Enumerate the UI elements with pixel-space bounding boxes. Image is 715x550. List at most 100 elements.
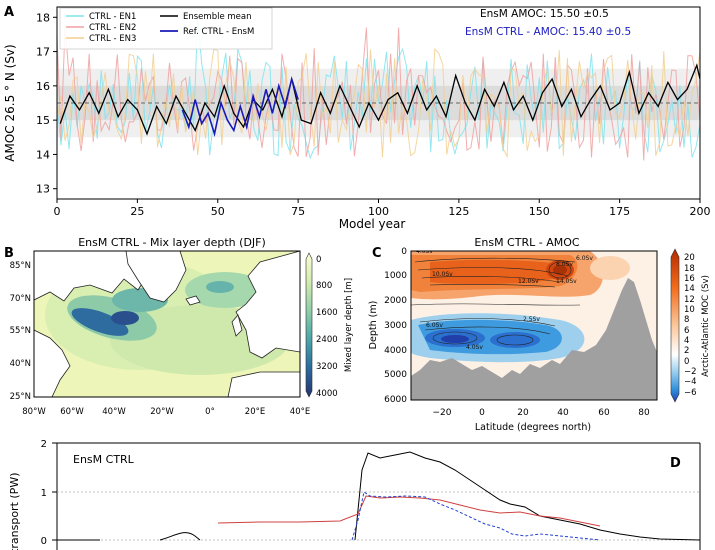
reference-segment-series <box>181 75 299 138</box>
amoc-annotation: EnsM AMOC: 15.50 ±0.5 <box>480 8 609 20</box>
panel-a-xlabel: Model year <box>339 217 406 231</box>
y-tick-label: 18 <box>36 11 50 24</box>
panel-a-axes: 0 25 50 75 100 125 150 175 200 13 14 15 16 17 18 <box>36 11 711 218</box>
svg-text:55°N: 55°N <box>10 326 31 336</box>
ensemble-member-lines <box>57 17 700 161</box>
lon-labels: 80°W 60°W 40°W 20°W 0° 20°E 40°E <box>22 407 310 417</box>
moc-section: 4.0Sv 6.0Sv 8.0Sv 10.0Sv 12.0Sv 14.0Sv 2… <box>411 248 657 400</box>
mld-colorbar-ticks: 0 800 1600 2400 3200 4000 <box>316 255 338 399</box>
panel-c-ylabel: Depth (m) <box>368 301 379 350</box>
svg-text:0: 0 <box>41 536 47 547</box>
ctrl-amoc-annotation: EnsM CTRL - AMOC: 15.40 ±0.5 <box>465 26 631 38</box>
svg-text:5000: 5000 <box>384 370 407 380</box>
mixed-layer-map <box>34 251 300 397</box>
svg-text:−2: −2 <box>684 367 697 377</box>
panel-b: B EnsM CTRL - Mix layer depth (DJF) 85°N… <box>4 236 354 417</box>
svg-text:80°W: 80°W <box>22 407 46 417</box>
svg-text:40°E: 40°E <box>290 407 310 417</box>
panel-d-label: D <box>670 456 681 471</box>
svg-text:−4: −4 <box>684 377 697 387</box>
svg-text:1600: 1600 <box>316 308 338 318</box>
contour-labels: 4.0Sv 6.0Sv 8.0Sv 10.0Sv 12.0Sv 14.0Sv 2… <box>416 248 593 351</box>
svg-text:80: 80 <box>638 408 650 418</box>
svg-text:8.0Sv: 8.0Sv <box>556 261 573 268</box>
panel-b-frame <box>33 250 301 398</box>
svg-text:40°W: 40°W <box>102 407 126 417</box>
x-tick-label: 150 <box>529 205 550 218</box>
transport-blue <box>351 491 601 541</box>
lat-labels: 85°N 70°N 55°N 40°N 25°N <box>10 261 31 402</box>
svg-text:2.5Sv: 2.5Sv <box>523 316 540 323</box>
x-tick-label: 25 <box>130 205 144 218</box>
svg-text:2: 2 <box>684 346 689 356</box>
mld-colorbar-label: Mixed layer depth [m] <box>344 278 354 372</box>
panel-c-frame <box>410 250 658 401</box>
x-tick-label: 175 <box>609 205 630 218</box>
panel-c-xlabel: Latitude (degrees north) <box>475 422 591 433</box>
panel-a-label: A <box>4 5 14 20</box>
moc-colorbar-ticks: 20 18 16 14 12 10 8 6 4 2 0 −2 −4 −6 <box>684 253 697 398</box>
svg-text:4000: 4000 <box>384 346 407 356</box>
x-tick-label: 75 <box>291 205 305 218</box>
transport-black <box>354 451 701 541</box>
x-tick-label: 50 <box>211 205 225 218</box>
panel-c-label: C <box>372 246 382 261</box>
svg-text:3000: 3000 <box>384 321 407 331</box>
mld-colorbar <box>305 252 313 398</box>
panel-d-ctrl-label: EnsM CTRL <box>73 453 135 466</box>
panel-c: C EnsM CTRL - AMOC <box>368 236 711 433</box>
legend: CTRL - EN1 CTRL - EN2 CTRL - EN3 Ensembl… <box>59 7 273 50</box>
moc-colorbar <box>670 248 680 403</box>
svg-text:800: 800 <box>316 281 332 291</box>
member-series-2 <box>57 27 700 161</box>
legend-label-ref: Ref. CTRL - EnsM <box>183 27 254 37</box>
svg-text:4000: 4000 <box>316 389 338 399</box>
bathymetry <box>411 278 657 400</box>
svg-text:6: 6 <box>684 326 689 336</box>
svg-text:4.0Sv: 4.0Sv <box>466 344 483 351</box>
svg-text:2400: 2400 <box>316 335 338 345</box>
svg-text:6000: 6000 <box>384 395 407 405</box>
svg-text:0: 0 <box>479 408 485 418</box>
svg-text:20°E: 20°E <box>245 407 265 417</box>
y-tick-label: 14 <box>36 148 50 161</box>
y-tick-label: 15 <box>36 114 50 127</box>
latitude-ticks: −20 0 20 40 60 80 <box>433 408 650 418</box>
svg-text:3200: 3200 <box>316 362 338 372</box>
y-tick-label: 13 <box>36 183 50 196</box>
panel-b-label: B <box>4 246 14 261</box>
svg-text:14.0Sv: 14.0Sv <box>556 278 577 285</box>
svg-text:0°: 0° <box>205 407 215 417</box>
svg-text:20: 20 <box>684 253 695 263</box>
depth-ticks: 0 1000 2000 3000 4000 5000 6000 <box>384 247 407 405</box>
y-tick-label: 16 <box>36 80 50 93</box>
svg-text:10.0Sv: 10.0Sv <box>432 271 453 278</box>
svg-text:8: 8 <box>684 315 689 325</box>
svg-text:4: 4 <box>684 336 689 346</box>
y-tick-label: 17 <box>36 46 50 59</box>
svg-text:6.0Sv: 6.0Sv <box>576 255 593 262</box>
svg-text:40°N: 40°N <box>10 359 31 369</box>
svg-text:40: 40 <box>557 408 569 418</box>
x-tick-label: 100 <box>368 205 389 218</box>
member-series-3 <box>57 47 700 159</box>
panel-d-ylabel: at transport (PW) <box>8 473 21 550</box>
svg-text:0: 0 <box>401 247 407 257</box>
svg-text:−6: −6 <box>684 388 697 398</box>
svg-text:16: 16 <box>684 274 695 284</box>
legend-label-en3: CTRL - EN3 <box>89 34 136 44</box>
x-tick-label: 125 <box>448 205 469 218</box>
panel-d: 2 1 0 at transport (PW) EnsM CTRL D <box>8 439 701 550</box>
transport-red <box>217 495 601 527</box>
svg-text:20: 20 <box>517 408 529 418</box>
moc-colorbar-label: Arctic-Atlantic MOC (Sv) <box>701 275 711 377</box>
panel-d-yticks: 2 1 0 <box>41 439 47 547</box>
svg-text:60°W: 60°W <box>60 407 84 417</box>
x-tick-label: 0 <box>54 205 61 218</box>
svg-text:−20: −20 <box>433 408 452 418</box>
svg-text:4.0Sv: 4.0Sv <box>416 248 433 255</box>
svg-text:0: 0 <box>316 255 321 265</box>
svg-text:2: 2 <box>41 439 47 450</box>
legend-label-en2: CTRL - EN2 <box>89 23 136 33</box>
